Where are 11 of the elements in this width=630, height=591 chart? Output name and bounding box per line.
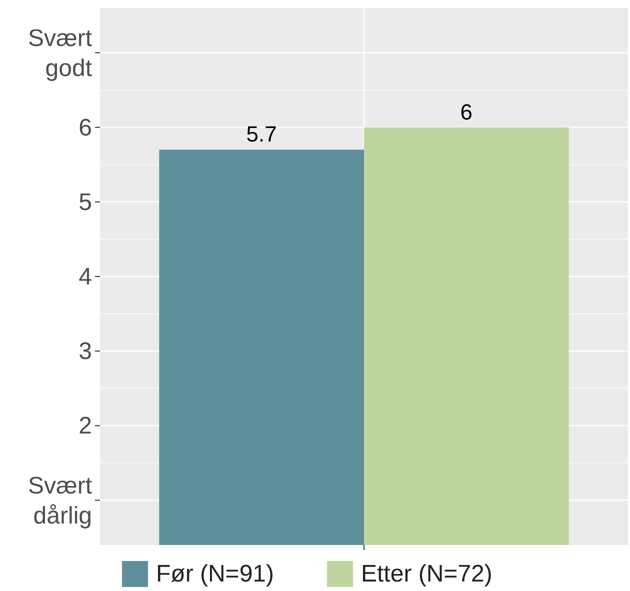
- y-tick-label: Svært godt: [28, 24, 92, 82]
- data-label: 6: [460, 99, 473, 124]
- legend-label: Etter (N=72): [361, 560, 492, 588]
- y-tick-label: 3: [78, 338, 92, 365]
- y-tick-label: 2: [78, 412, 92, 440]
- legend-label: Før (N=91): [156, 560, 274, 588]
- y-tick-label: 4: [78, 263, 92, 290]
- y-tick-label: 6: [78, 114, 92, 141]
- data-label: 5.7: [246, 122, 277, 147]
- y-tick-label: Svært dårlig: [28, 472, 92, 529]
- y-tick-label: 5: [78, 188, 92, 216]
